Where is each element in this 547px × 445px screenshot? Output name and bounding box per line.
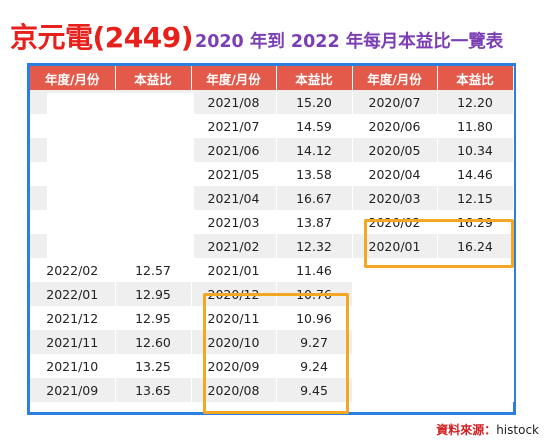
table-cell (437, 282, 514, 306)
table-cell: 2021/12 (30, 306, 116, 330)
table-cell (437, 378, 514, 402)
header-period-2: 年度/月份 (191, 66, 277, 90)
table-cell: 12.32 (276, 234, 353, 258)
table-cell (437, 354, 514, 378)
table-cell: 2021/03 (191, 210, 277, 234)
table-cell: 2020/08 (191, 378, 277, 402)
pe-ratio-table-frame: 年度/月份 本益比 年度/月份 本益比 年度/月份 本益比 2021/08 15… (27, 63, 516, 415)
table-cell: 2020/09 (191, 354, 277, 378)
header-pe-2: 本益比 (276, 66, 353, 90)
table-cell: 12.60 (115, 330, 192, 354)
table-subtitle: 2020 年到 2022 年每月本益比一覽表 (195, 32, 504, 52)
table-cell: 13.87 (276, 210, 353, 234)
table-cell: 2021/05 (191, 162, 277, 186)
table-cell: 11.80 (437, 114, 514, 138)
header-pe-1: 本益比 (115, 66, 192, 90)
table-cell: 2022/02 (30, 258, 116, 282)
header-pe-3: 本益比 (437, 66, 514, 90)
table-cell (352, 282, 438, 306)
table-cell: 14.12 (276, 138, 353, 162)
table-cell: 11.46 (276, 258, 353, 282)
table-cell: 2021/06 (191, 138, 277, 162)
table-cell: 2021/04 (191, 186, 277, 210)
table-cell: 14.59 (276, 114, 353, 138)
source-note: 資料來源：histock (436, 421, 539, 438)
table-cell: 2020/05 (352, 138, 438, 162)
table-cell: 2020/03 (352, 186, 438, 210)
table-row: 2021/10 13.25 2020/09 9.24 (30, 354, 514, 378)
table-cell (352, 354, 438, 378)
table-cell: 16.67 (276, 186, 353, 210)
table-cell: 2020/04 (352, 162, 438, 186)
table-cell: 2021/07 (191, 114, 277, 138)
source-name: histock (496, 423, 539, 437)
table-cell: 13.58 (276, 162, 353, 186)
table-row: 2021/11 12.60 2020/10 9.27 (30, 330, 514, 354)
table-cell: 2021/09 (30, 378, 116, 402)
table-cell: 12.15 (437, 186, 514, 210)
table-cell (437, 258, 514, 282)
table-row: 2021/12 12.95 2020/11 10.96 (30, 306, 514, 330)
table-row: 2021/09 13.65 2020/08 9.45 (30, 378, 514, 402)
table-cell: 9.24 (276, 354, 353, 378)
table-cell: 13.65 (115, 378, 192, 402)
table-cell: 2021/10 (30, 354, 116, 378)
table-cell (352, 378, 438, 402)
table-cell: 9.45 (276, 378, 353, 402)
table-cell: 2020/02 (352, 210, 438, 234)
table-cell: 12.95 (115, 282, 192, 306)
page-title: 京元電(2449) 2020 年到 2022 年每月本益比一覽表 (10, 16, 503, 56)
table-cell: 2020/10 (191, 330, 277, 354)
header-period-1: 年度/月份 (30, 66, 116, 90)
table-cell (352, 330, 438, 354)
table-row: 2022/01 12.95 2020/12 10.76 (30, 282, 514, 306)
table-cell: 2020/11 (191, 306, 277, 330)
table-cell: 2020/07 (352, 90, 438, 114)
table-cell: 2021/11 (30, 330, 116, 354)
redaction-mask (47, 93, 194, 262)
table-cell: 10.76 (276, 282, 353, 306)
table-cell: 2022/01 (30, 282, 116, 306)
table-cell: 12.20 (437, 90, 514, 114)
table-cell (437, 330, 514, 354)
table-cell: 10.34 (437, 138, 514, 162)
table-cell: 13.25 (115, 354, 192, 378)
table-cell: 2021/02 (191, 234, 277, 258)
table-row: 2022/02 12.57 2021/01 11.46 (30, 258, 514, 282)
table-cell: 2020/01 (352, 234, 438, 258)
table-cell: 9.27 (276, 330, 353, 354)
table-cell: 12.57 (115, 258, 192, 282)
table-cell: 14.46 (437, 162, 514, 186)
table-cell: 2020/12 (191, 282, 277, 306)
source-label: 資料來源： (436, 423, 497, 437)
table-header-row: 年度/月份 本益比 年度/月份 本益比 年度/月份 本益比 (30, 66, 514, 90)
table-cell: 2020/06 (352, 114, 438, 138)
table-cell: 15.20 (276, 90, 353, 114)
table-cell (352, 306, 438, 330)
table-cell: 10.96 (276, 306, 353, 330)
company-title: 京元電(2449) (10, 21, 194, 54)
table-cell: 12.95 (115, 306, 192, 330)
table-cell (437, 306, 514, 330)
table-cell (352, 258, 438, 282)
table-cell: 2021/01 (191, 258, 277, 282)
table-cell: 16.24 (437, 234, 514, 258)
header-period-3: 年度/月份 (352, 66, 438, 90)
table-cell: 2021/08 (191, 90, 277, 114)
table-cell: 16.29 (437, 210, 514, 234)
